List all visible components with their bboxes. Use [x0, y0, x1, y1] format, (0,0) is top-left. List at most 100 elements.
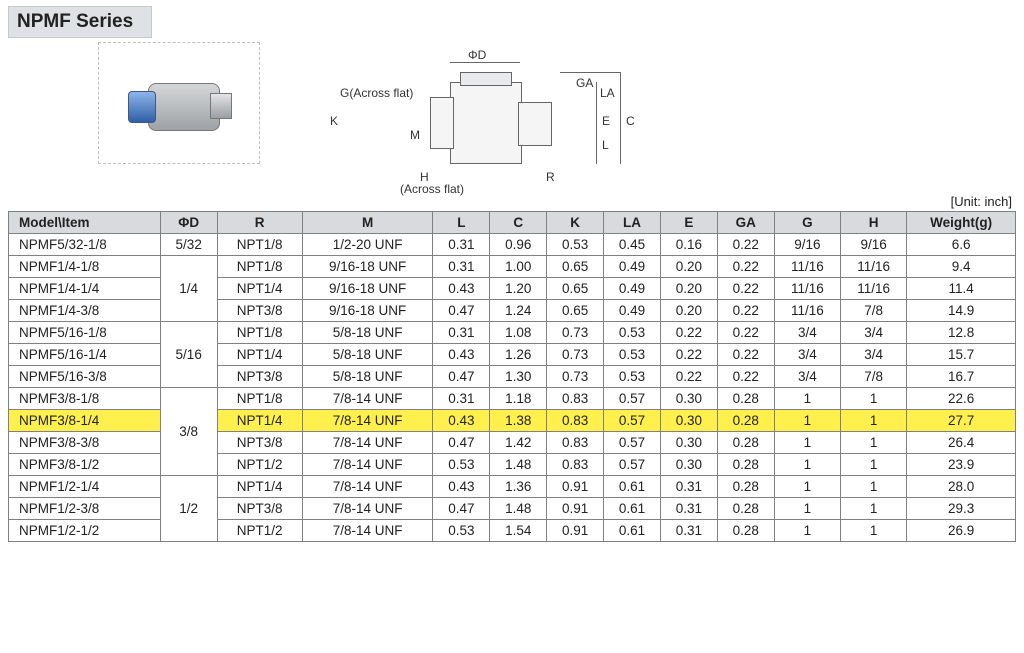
cell: NPMF3/8-1/8: [9, 388, 161, 410]
cell: 1: [841, 432, 907, 454]
cell: 0.57: [604, 388, 661, 410]
cell: NPT1/4: [217, 344, 302, 366]
cell: 3/4: [774, 322, 840, 344]
cell: 3/8: [160, 388, 217, 476]
cell: NPT1/2: [217, 520, 302, 542]
cell: 1/2: [160, 476, 217, 542]
series-title: NPMF Series: [8, 6, 152, 38]
cell: NPMF1/2-3/8: [9, 498, 161, 520]
cell: 0.20: [660, 300, 717, 322]
spec-table: Model\ItemΦDRMLCKLAEGAGHWeight(g) NPMF5/…: [8, 211, 1016, 542]
lbl-l: L: [602, 138, 609, 152]
cell: 0.83: [547, 388, 604, 410]
cell: 1: [774, 454, 840, 476]
cell: 0.31: [433, 234, 490, 256]
cell: 7/8-14 UNF: [302, 388, 433, 410]
cell: 9.4: [907, 256, 1016, 278]
unit-label: [Unit: inch]: [8, 194, 1012, 209]
cell: 1.08: [490, 322, 547, 344]
lbl-m: M: [410, 128, 420, 142]
cell: 1: [841, 498, 907, 520]
cell: 0.47: [433, 300, 490, 322]
cell: 0.73: [547, 366, 604, 388]
cell: 0.91: [547, 476, 604, 498]
cell: 0.22: [660, 366, 717, 388]
lbl-la: LA: [600, 86, 615, 100]
cell: 26.9: [907, 520, 1016, 542]
cell: 0.49: [604, 300, 661, 322]
cell: NPT1/8: [217, 234, 302, 256]
col-header: GA: [717, 212, 774, 234]
cell: NPT1/8: [217, 388, 302, 410]
cell: 0.30: [660, 410, 717, 432]
cell: 0.22: [717, 278, 774, 300]
table-row: NPMF3/8-1/4NPT1/47/8-14 UNF0.431.380.830…: [9, 410, 1016, 432]
cell: NPMF5/16-1/4: [9, 344, 161, 366]
cell: 1.20: [490, 278, 547, 300]
lbl-ga: GA: [576, 76, 593, 90]
cell: 1/2-20 UNF: [302, 234, 433, 256]
cell: 1/4: [160, 256, 217, 322]
top-illustrations: ΦD G(Across flat) K M H (Across flat) R …: [8, 42, 1016, 192]
cell: 11/16: [774, 278, 840, 300]
cell: 1: [774, 520, 840, 542]
cell: 0.91: [547, 498, 604, 520]
cell: 0.31: [433, 256, 490, 278]
cell: 0.43: [433, 344, 490, 366]
cell: 11/16: [841, 256, 907, 278]
cell: 6.6: [907, 234, 1016, 256]
cell: 0.83: [547, 432, 604, 454]
table-row: NPMF3/8-3/8NPT3/87/8-14 UNF0.471.420.830…: [9, 432, 1016, 454]
table-row: NPMF1/4-3/8NPT3/89/16-18 UNF0.471.240.65…: [9, 300, 1016, 322]
cell: 0.22: [717, 322, 774, 344]
col-header: M: [302, 212, 433, 234]
table-body: NPMF5/32-1/85/32NPT1/81/2-20 UNF0.310.96…: [9, 234, 1016, 542]
cell: NPT1/4: [217, 278, 302, 300]
cell: 0.28: [717, 520, 774, 542]
col-header: L: [433, 212, 490, 234]
cell: 1: [774, 476, 840, 498]
cell: 0.28: [717, 388, 774, 410]
cell: 28.0: [907, 476, 1016, 498]
cell: 7/8: [841, 366, 907, 388]
col-header: H: [841, 212, 907, 234]
lbl-phid: ΦD: [468, 48, 486, 62]
cell: 0.65: [547, 300, 604, 322]
cell: 0.31: [433, 388, 490, 410]
cell: 1: [774, 432, 840, 454]
cell: 0.53: [433, 520, 490, 542]
cell: 9/16-18 UNF: [302, 278, 433, 300]
cell: 0.96: [490, 234, 547, 256]
cell: 5/8-18 UNF: [302, 366, 433, 388]
cell: NPT1/8: [217, 322, 302, 344]
cell: 1: [841, 388, 907, 410]
cell: 1.54: [490, 520, 547, 542]
cell: 1.36: [490, 476, 547, 498]
cell: NPMF5/16-3/8: [9, 366, 161, 388]
cell: NPT1/4: [217, 476, 302, 498]
cell: 0.28: [717, 476, 774, 498]
cell: 3/4: [774, 344, 840, 366]
cell: 5/16: [160, 322, 217, 388]
cell: 0.65: [547, 278, 604, 300]
cell: 7/8-14 UNF: [302, 432, 433, 454]
cell: NPT3/8: [217, 498, 302, 520]
cell: 0.53: [433, 454, 490, 476]
table-row: NPMF3/8-1/2NPT1/27/8-14 UNF0.531.480.830…: [9, 454, 1016, 476]
cell: 0.43: [433, 410, 490, 432]
cell: 0.57: [604, 410, 661, 432]
cell: 1.48: [490, 454, 547, 476]
cell: 0.31: [433, 322, 490, 344]
col-header: C: [490, 212, 547, 234]
cell: 9/16-18 UNF: [302, 300, 433, 322]
cell: 11/16: [774, 300, 840, 322]
dimension-diagram: ΦD G(Across flat) K M H (Across flat) R …: [300, 42, 680, 192]
cell: 0.22: [717, 300, 774, 322]
cell: 3/4: [774, 366, 840, 388]
cell: 0.57: [604, 432, 661, 454]
cell: 1.24: [490, 300, 547, 322]
cell: 1.30: [490, 366, 547, 388]
cell: 0.30: [660, 454, 717, 476]
cell: 0.65: [547, 256, 604, 278]
cell: 0.61: [604, 476, 661, 498]
